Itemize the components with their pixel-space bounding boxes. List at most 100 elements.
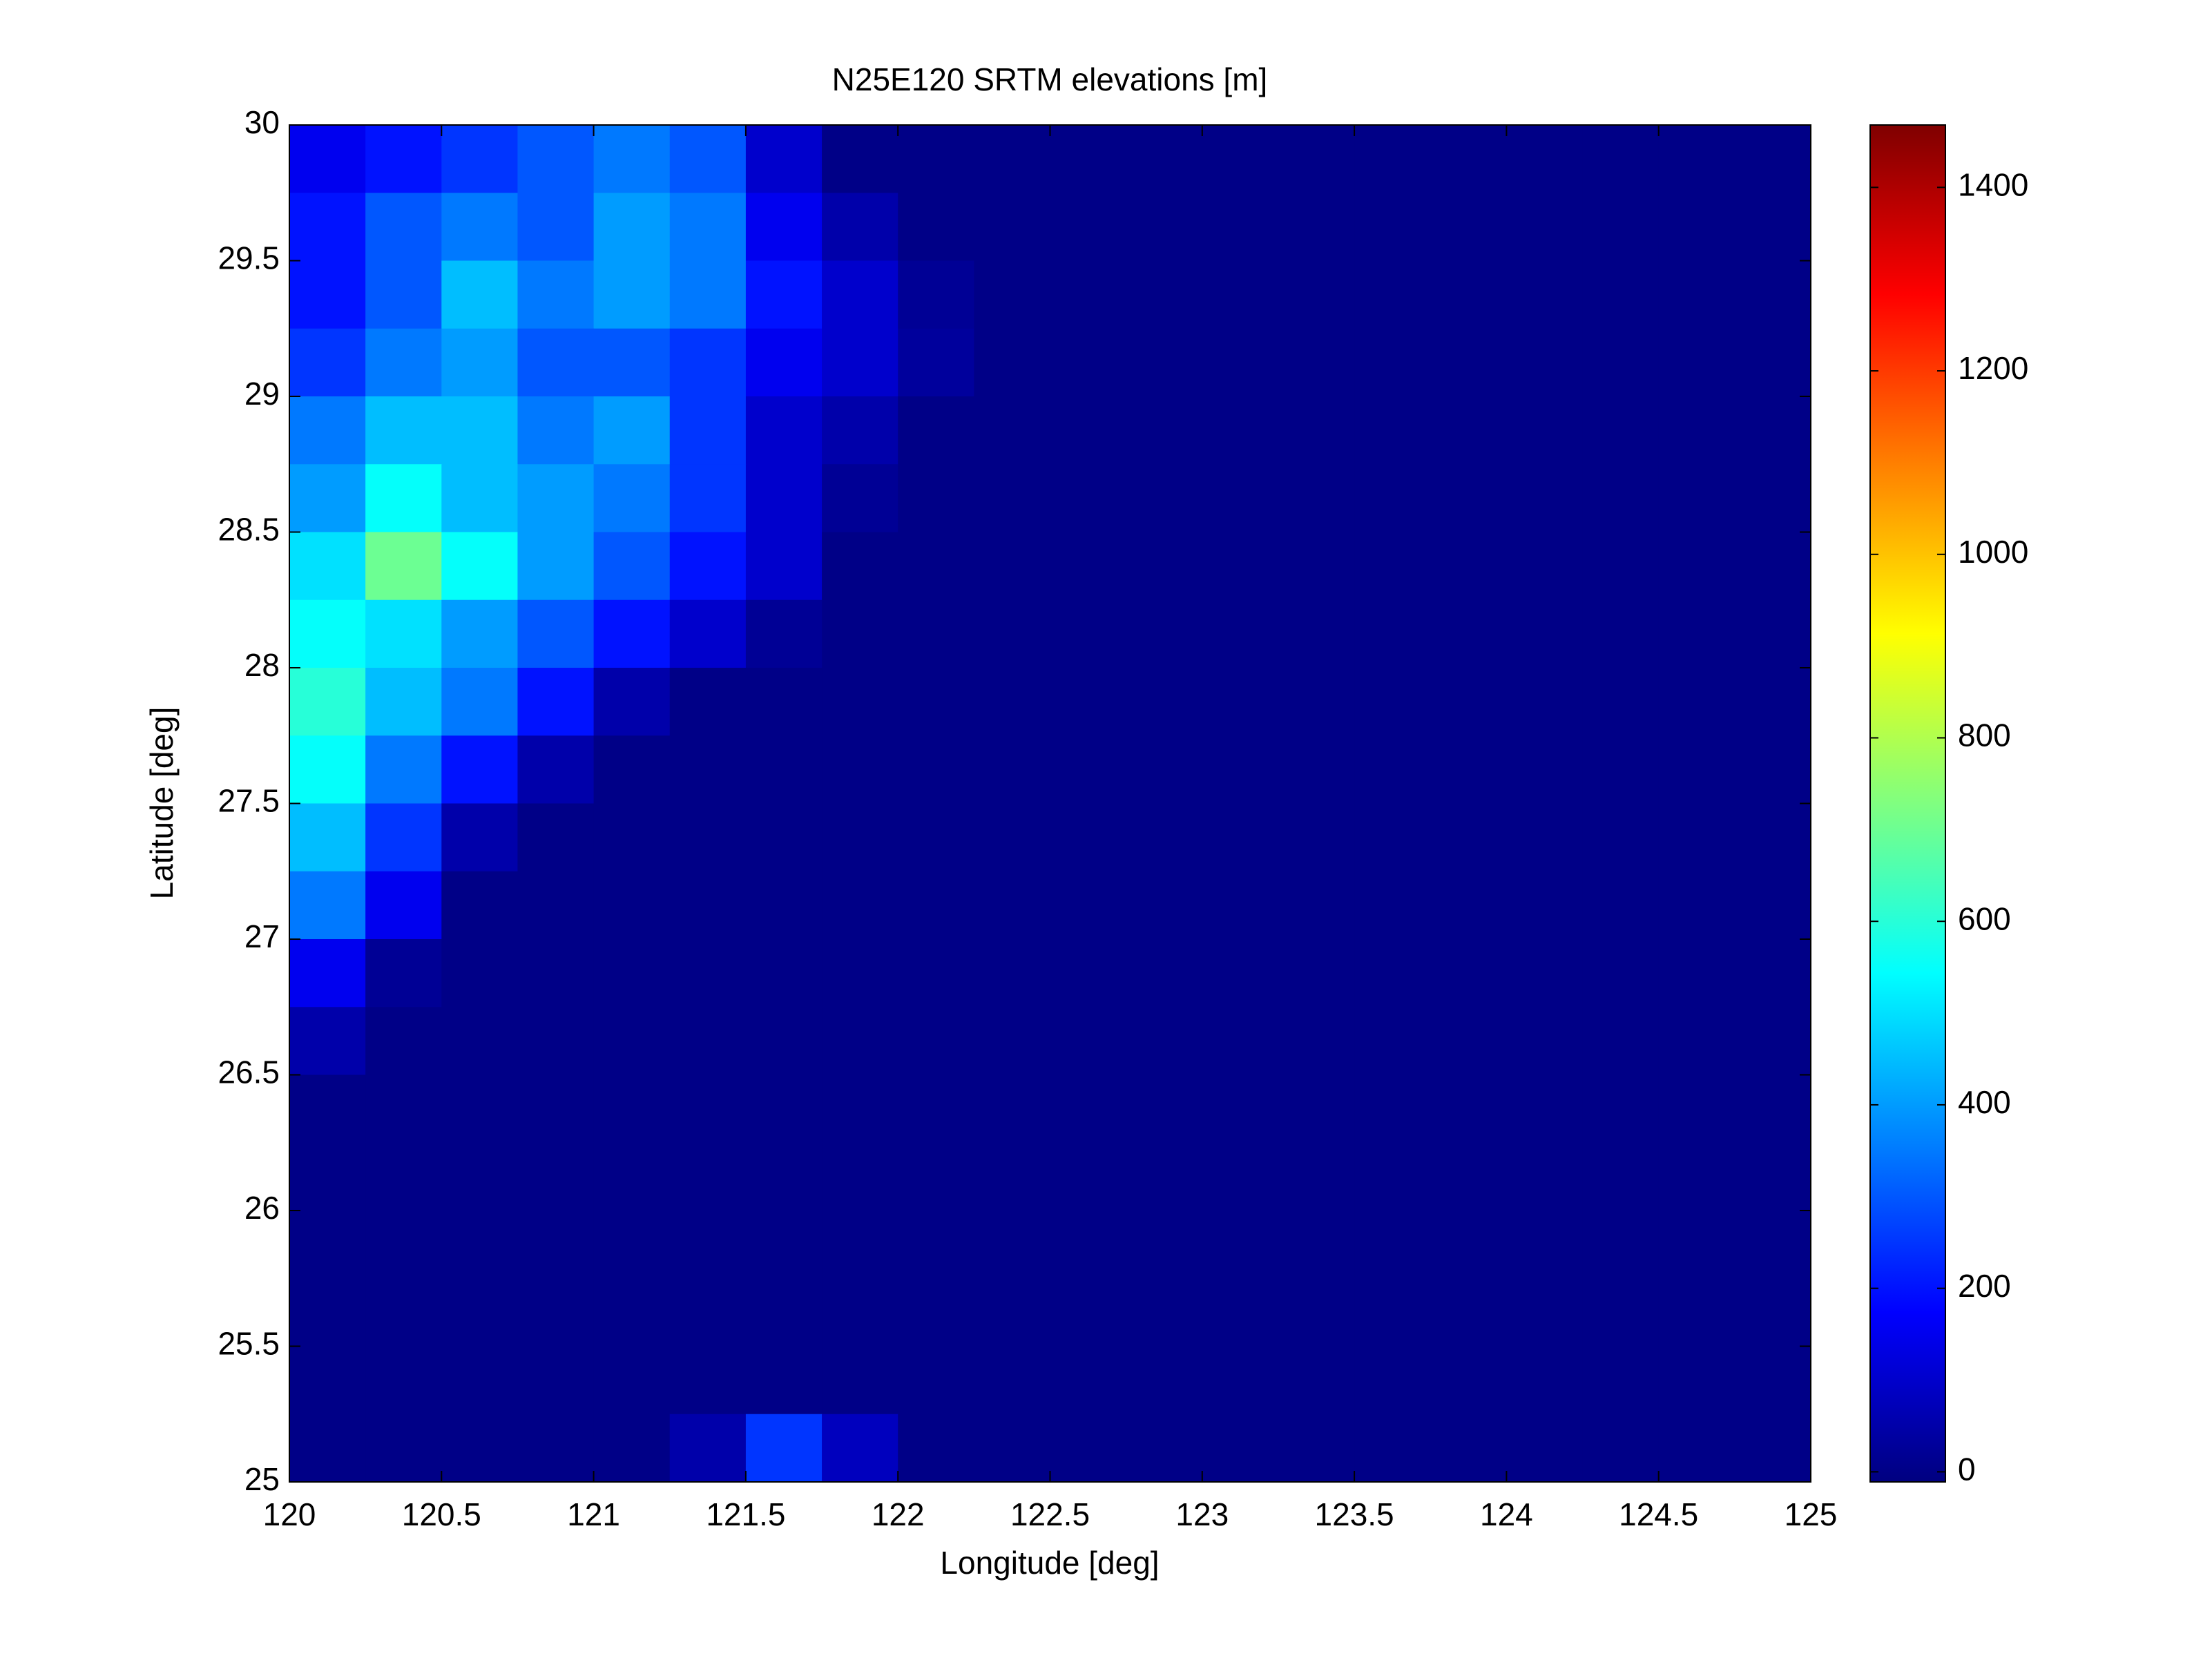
colorbar-tick-label: 200	[1958, 1268, 2011, 1304]
heatmap-cell	[441, 464, 519, 533]
heatmap-cell	[1430, 1346, 1507, 1415]
heatmap-cell	[822, 668, 898, 736]
heatmap-cell	[1050, 1142, 1127, 1211]
heatmap-cell	[669, 735, 747, 804]
heatmap-cell	[1734, 193, 1811, 262]
heatmap-cell	[593, 1211, 671, 1279]
heatmap-cell	[517, 1074, 595, 1144]
heatmap-cell	[365, 1211, 442, 1279]
heatmap-cell	[1202, 260, 1279, 329]
heatmap-cell	[822, 193, 898, 262]
heatmap-cell	[669, 599, 747, 668]
heatmap-cell	[1658, 1142, 1735, 1211]
heatmap-cell	[1430, 1211, 1507, 1279]
heatmap-cell	[441, 193, 519, 262]
heatmap-cell	[974, 939, 1051, 1008]
heatmap-cell	[1354, 803, 1431, 872]
heatmap-cell	[517, 193, 595, 262]
heatmap-cell	[669, 871, 747, 940]
heatmap-cell	[745, 871, 823, 940]
heatmap-cell	[1734, 125, 1811, 193]
heatmap-cell	[1278, 668, 1355, 736]
x-tick-label: 124	[1480, 1496, 1533, 1532]
heatmap-cell	[669, 396, 747, 465]
heatmap-cell	[1582, 668, 1660, 736]
heatmap-cell	[593, 260, 671, 329]
heatmap-cell	[517, 871, 595, 940]
heatmap-cell	[593, 1346, 671, 1415]
heatmap-cell	[289, 735, 366, 804]
heatmap-cell	[1658, 464, 1735, 533]
y-tick-label: 26	[244, 1190, 280, 1226]
heatmap-cell	[1582, 599, 1660, 668]
heatmap-cell	[898, 1346, 974, 1415]
heatmap-cell	[593, 871, 671, 940]
heatmap-cell	[1658, 871, 1735, 940]
heatmap-cell	[974, 396, 1051, 465]
heatmap-cell	[1430, 1142, 1507, 1211]
heatmap-cell	[289, 1346, 366, 1415]
heatmap-cell	[1734, 1414, 1811, 1483]
heatmap-cell	[898, 1211, 974, 1279]
heatmap-cell	[441, 668, 519, 736]
heatmap-cell	[1582, 125, 1660, 193]
heatmap-cell	[1126, 1007, 1203, 1076]
colorbar-tick-label: 1400	[1958, 167, 2028, 203]
heatmap-cell	[1506, 735, 1584, 804]
heatmap-cell	[669, 193, 747, 262]
y-tick-label: 27.5	[218, 783, 280, 819]
heatmap-cell	[1354, 125, 1431, 193]
heatmap-cell	[1734, 939, 1811, 1008]
heatmap-cell	[745, 532, 823, 601]
heatmap-cell	[898, 803, 974, 872]
heatmap-cell	[1658, 803, 1735, 872]
heatmap-cell	[745, 939, 823, 1008]
heatmap-cell	[517, 668, 595, 736]
heatmap-cell	[669, 939, 747, 1008]
heatmap-cell	[517, 328, 595, 397]
x-tick-label: 120	[263, 1496, 316, 1532]
heatmap-cell	[517, 803, 595, 872]
heatmap-cell	[898, 396, 974, 465]
heatmap-cell	[441, 532, 519, 601]
heatmap-cell	[1278, 193, 1355, 262]
heatmap-cell	[1050, 939, 1127, 1008]
heatmap-cell	[1278, 1211, 1355, 1279]
heatmap-cell	[365, 599, 442, 668]
heatmap-cell	[898, 532, 974, 601]
heatmap-cell	[1430, 193, 1507, 262]
heatmap-cell	[1202, 599, 1279, 668]
heatmap-cell	[1354, 532, 1431, 601]
heatmap-cell	[1582, 328, 1660, 397]
heatmap-cell	[1354, 1211, 1431, 1279]
heatmap-cell	[1050, 871, 1127, 940]
heatmap-cell	[1506, 125, 1584, 193]
heatmap-cell	[365, 193, 442, 262]
heatmap-cell	[1202, 328, 1279, 397]
heatmap-cell	[441, 1211, 519, 1279]
heatmap-cell	[1202, 396, 1279, 465]
heatmap-cell	[898, 1142, 974, 1211]
heatmap-cell	[1582, 1278, 1660, 1347]
heatmap-cell	[593, 668, 671, 736]
heatmap-cell	[289, 260, 366, 329]
heatmap-cell	[974, 1346, 1051, 1415]
heatmap-cell	[1354, 1346, 1431, 1415]
heatmap-cell	[593, 532, 671, 601]
y-tick-label: 27	[244, 918, 280, 954]
heatmap-cell	[822, 599, 898, 668]
heatmap-cell	[974, 1211, 1051, 1279]
heatmap-cell	[898, 1007, 974, 1076]
heatmap-cell	[1202, 1142, 1279, 1211]
heatmap-cell	[1430, 599, 1507, 668]
heatmap-cell	[593, 328, 671, 397]
heatmap-cell	[745, 1414, 823, 1483]
heatmap-cell	[517, 1211, 595, 1279]
heatmap-cell	[1734, 396, 1811, 465]
heatmap-cell	[1430, 464, 1507, 533]
heatmap-cell	[1126, 803, 1203, 872]
heatmap-cell	[1734, 668, 1811, 736]
heatmap-cell	[517, 260, 595, 329]
heatmap-cell	[1202, 1278, 1279, 1347]
heatmap-cell	[1658, 396, 1735, 465]
